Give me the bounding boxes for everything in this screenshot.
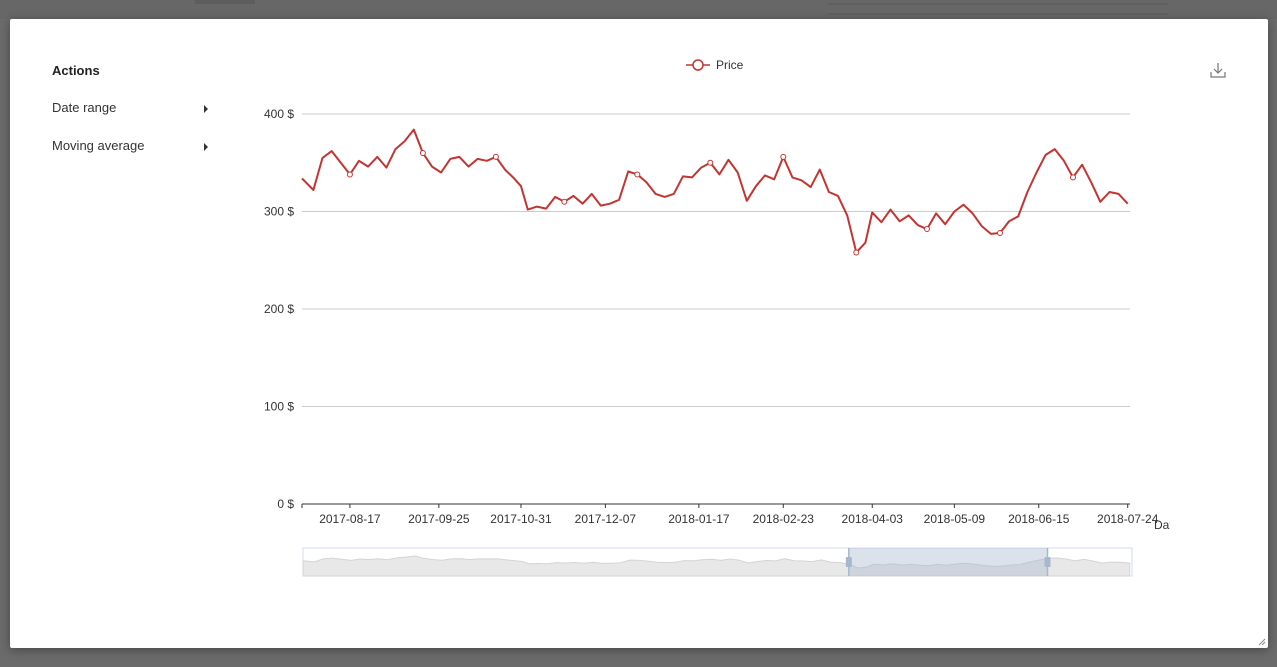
y-tick-label: 300 $ — [264, 205, 294, 219]
x-tick-label: 2017-09-25 — [408, 512, 470, 526]
x-tick-label: 2018-05-09 — [924, 512, 986, 526]
x-tick-label: 2018-07-24 — [1097, 512, 1159, 526]
price-chart: Price 0 $ 100 $ 200 $ 300 $ 400 $ 2017-08-17… — [264, 58, 1170, 577]
slider-preview-area — [302, 555, 1131, 577]
data-point[interactable] — [780, 153, 787, 160]
slider-handle-grip[interactable] — [845, 557, 852, 567]
caret-right-icon — [204, 105, 208, 113]
datazoom-slider[interactable] — [302, 547, 1133, 577]
y-tick-label: 100 $ — [264, 400, 294, 414]
data-point[interactable] — [492, 153, 499, 160]
background-text — [828, 3, 1168, 15]
actions-title: Actions — [52, 63, 100, 78]
x-axis: 2017-08-17 2017-09-25 2017-10-31 2017-12-07… — [301, 503, 1159, 526]
moving-average-label: Moving average — [52, 138, 145, 153]
background-page — [0, 0, 1277, 19]
data-point[interactable] — [853, 249, 860, 256]
y-tick-label: 400 $ — [264, 107, 294, 121]
y-tick-label: 0 $ — [277, 497, 294, 511]
x-axis-name: Date — [1154, 518, 1170, 532]
series-line-price[interactable] — [301, 128, 1129, 254]
x-tick-label: 2017-10-31 — [490, 512, 552, 526]
chart-grid — [302, 113, 1130, 407]
chart-modal: Actions Date range Moving average Price … — [10, 19, 1268, 648]
slider-window[interactable] — [848, 548, 1048, 576]
sidebar-item-date-range[interactable]: Date range — [52, 100, 208, 122]
sidebar-item-moving-average[interactable]: Moving average — [52, 138, 208, 160]
x-tick-label: 2018-06-15 — [1008, 512, 1070, 526]
data-point[interactable] — [707, 159, 714, 166]
y-axis: 0 $ 100 $ 200 $ 300 $ 400 $ — [264, 107, 294, 511]
legend-label-price: Price — [716, 58, 744, 72]
legend-marker-price — [692, 59, 704, 71]
x-tick-label: 2018-04-03 — [842, 512, 904, 526]
data-point[interactable] — [346, 171, 353, 178]
data-point[interactable] — [923, 226, 930, 233]
series-points-price — [346, 150, 1076, 256]
x-tick-label: 2018-02-23 — [753, 512, 815, 526]
data-point[interactable] — [634, 171, 641, 178]
background-toolbar — [195, 0, 255, 4]
slider-handle-grip[interactable] — [1044, 557, 1051, 567]
download-icon[interactable] — [1209, 61, 1227, 79]
y-tick-label: 200 $ — [264, 302, 294, 316]
chart-legend[interactable]: Price — [686, 58, 744, 72]
x-tick-label: 2018-01-17 — [668, 512, 730, 526]
data-point[interactable] — [996, 229, 1003, 236]
data-point[interactable] — [419, 150, 426, 156]
date-range-label: Date range — [52, 100, 117, 115]
x-tick-label: 2017-12-07 — [575, 512, 637, 526]
data-point[interactable] — [1069, 174, 1076, 181]
data-point[interactable] — [561, 198, 568, 205]
resize-grip-icon[interactable] — [1258, 638, 1266, 646]
x-tick-label: 2017-08-17 — [319, 512, 381, 526]
caret-right-icon — [204, 143, 208, 151]
